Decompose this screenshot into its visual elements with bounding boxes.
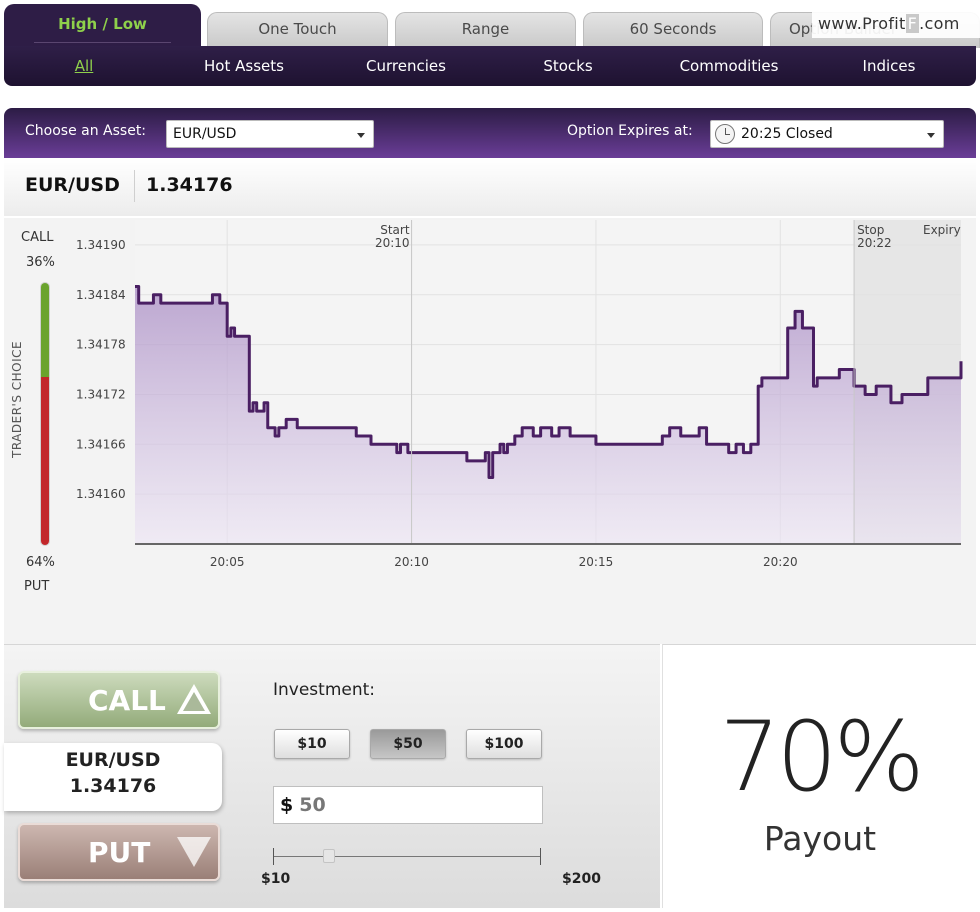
tab-underline xyxy=(34,42,171,43)
tab-label: One Touch xyxy=(258,20,337,38)
y-tick-label: 1.34172 xyxy=(76,387,126,401)
investment-amount-input[interactable]: $50 xyxy=(273,786,543,824)
tab-label: High / Low xyxy=(58,15,147,33)
traders-choice-bar xyxy=(40,282,50,546)
chevron-down-icon xyxy=(927,133,935,138)
slider-min-tick xyxy=(273,848,274,865)
asset-select-value: EUR/USD xyxy=(173,126,237,142)
slider-handle[interactable] xyxy=(323,849,336,863)
call-button[interactable]: CALL xyxy=(18,671,220,729)
y-tick-label: 1.34178 xyxy=(76,338,126,352)
tab-label: Range xyxy=(461,20,510,38)
asset-select[interactable]: EUR/USD xyxy=(166,120,374,148)
divider xyxy=(134,170,135,202)
chevron-down-icon xyxy=(357,133,365,138)
subnav-all[interactable]: All xyxy=(74,57,94,75)
choose-asset-label: Choose an Asset: xyxy=(25,123,147,139)
trade-panel: CALL EUR/USD 1.34176 PUT Investment: $10… xyxy=(4,644,660,908)
subnav-currencies[interactable]: Currencies xyxy=(366,57,446,75)
amount-100-button[interactable]: $100 xyxy=(466,729,542,759)
asset-pair: EUR/USD xyxy=(25,174,120,196)
put-button-label: PUT xyxy=(88,836,151,869)
tab-high-low[interactable]: High / Low xyxy=(4,4,201,50)
quote-card: EUR/USD 1.34176 xyxy=(4,743,222,811)
marker-time-stop: 20:22 xyxy=(857,236,892,250)
y-tick-label: 1.34166 xyxy=(76,437,126,451)
investment-amount-value: 50 xyxy=(299,794,326,816)
option-type-tabs: High / Low One Touch Range 60 Seconds Op… xyxy=(0,0,980,50)
watermark-highlight: F xyxy=(905,14,920,33)
price-line xyxy=(135,284,963,480)
tab-60-seconds[interactable]: 60 Seconds xyxy=(583,12,763,48)
tab-one-touch[interactable]: One Touch xyxy=(207,12,388,48)
sentiment-call-pct: 36% xyxy=(26,255,55,270)
currency-symbol: $ xyxy=(280,794,294,816)
expiry-select-value: 20:25 Closed xyxy=(741,126,833,142)
subnav-commodities[interactable]: Commodities xyxy=(679,57,779,75)
watermark: www.Profit F .com xyxy=(812,10,980,38)
payout-percentage: 70% xyxy=(719,701,924,813)
marker-label-expiry: Expiry xyxy=(923,223,961,237)
sentiment-call-label: CALL xyxy=(21,230,54,245)
asset-price: 1.34176 xyxy=(146,174,233,196)
watermark-prefix: www.Profit xyxy=(818,14,906,33)
x-tick-label: 20:05 xyxy=(210,555,245,569)
y-tick-label: 1.34184 xyxy=(76,288,126,302)
arrow-up-icon xyxy=(177,684,211,714)
y-tick-label: 1.34160 xyxy=(76,487,126,501)
payout-label: Payout xyxy=(763,819,877,858)
y-tick-label: 1.34190 xyxy=(76,238,126,252)
quote-card-price: 1.34176 xyxy=(69,775,157,797)
slider-min-label: $10 xyxy=(261,871,291,887)
x-tick-label: 20:10 xyxy=(394,555,429,569)
amount-10-button[interactable]: $10 xyxy=(274,729,350,759)
price-chart: Start20:10Stop20:22Expiry1.341901.341841… xyxy=(76,220,963,569)
call-button-label: CALL xyxy=(88,684,166,717)
x-tick-label: 20:20 xyxy=(763,555,798,569)
put-button[interactable]: PUT xyxy=(18,823,220,881)
investment-label: Investment: xyxy=(273,680,376,700)
x-tick-label: 20:15 xyxy=(579,555,614,569)
payout-panel: 70% Payout xyxy=(662,644,976,908)
expiry-select[interactable]: 20:25 Closed xyxy=(710,120,944,148)
marker-time-start: 20:10 xyxy=(375,236,410,250)
call-share-fill xyxy=(41,283,49,378)
quote-header: EUR/USD 1.34176 xyxy=(4,158,976,216)
put-share-fill xyxy=(41,377,49,545)
asset-category-nav: All Hot Assets Currencies Stocks Commodi… xyxy=(4,46,976,86)
watermark-suffix: .com xyxy=(919,14,960,33)
tab-label: 60 Seconds xyxy=(629,20,717,38)
tab-range[interactable]: Range xyxy=(395,12,576,48)
clock-icon xyxy=(715,124,735,144)
sentiment-put-label: PUT xyxy=(24,579,50,594)
amount-50-button[interactable]: $50 xyxy=(370,729,446,759)
chart-panel: CALL 36% TRADER'S CHOICE 64% PUT Start 20… xyxy=(4,218,976,644)
price-area xyxy=(135,286,961,544)
slider-max-label: $200 xyxy=(562,871,601,887)
expiry-label: Option Expires at: xyxy=(567,123,693,139)
quote-card-pair: EUR/USD xyxy=(65,749,161,771)
arrow-down-icon xyxy=(177,837,211,867)
investment-slider[interactable] xyxy=(273,856,541,857)
subnav-hot-assets[interactable]: Hot Assets xyxy=(204,57,284,75)
marker-label-stop: Stop xyxy=(857,223,884,237)
slider-max-tick xyxy=(540,848,541,865)
subnav-indices[interactable]: Indices xyxy=(862,57,916,75)
marker-label-start: Start xyxy=(380,223,410,237)
asset-selection-bar: Choose an Asset: EUR/USD Option Expires … xyxy=(4,108,976,158)
sentiment-put-pct: 64% xyxy=(26,555,55,570)
subnav-stocks[interactable]: Stocks xyxy=(543,57,593,75)
